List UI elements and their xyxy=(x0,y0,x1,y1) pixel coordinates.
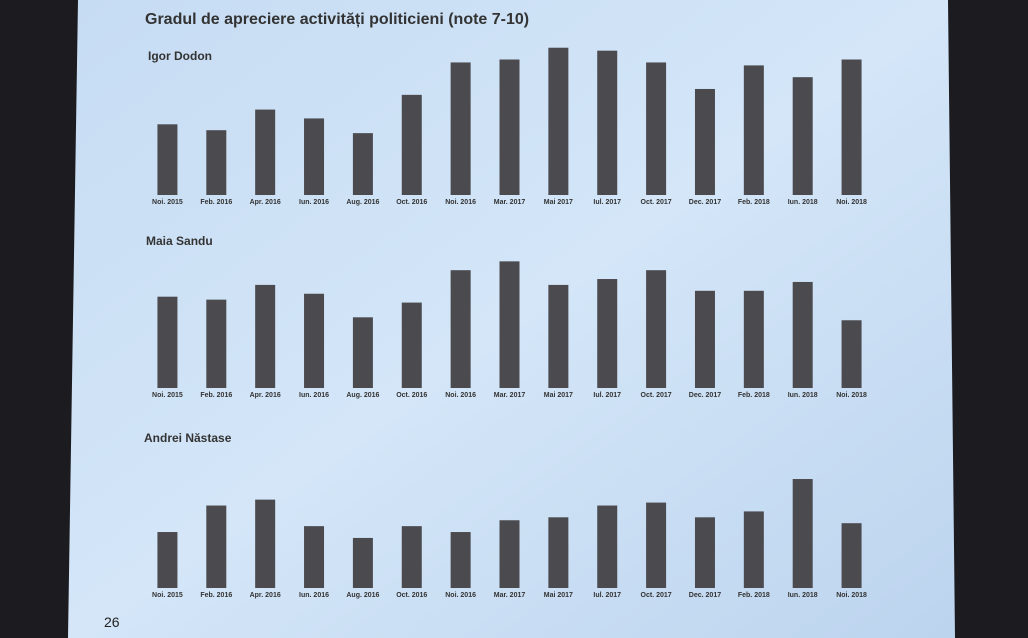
bar xyxy=(694,290,715,388)
bar xyxy=(304,118,325,195)
bar xyxy=(597,505,618,588)
x-tick-label: Noi. 2015 xyxy=(152,392,183,399)
bar xyxy=(304,526,325,588)
x-tick-label: Iul. 2017 xyxy=(593,592,621,599)
x-tick-label: Apr. 2016 xyxy=(250,199,281,206)
x-tick-label: Feb. 2018 xyxy=(738,392,770,399)
x-tick-label: Noi. 2018 xyxy=(836,592,867,599)
bar xyxy=(646,62,667,195)
bar xyxy=(694,88,715,195)
bar xyxy=(157,296,178,388)
x-tick-label: Apr. 2016 xyxy=(250,592,281,599)
chart-title: Andrei Năstase xyxy=(144,431,232,445)
bar xyxy=(352,537,373,588)
bar xyxy=(255,284,276,388)
x-tick-label: Iun. 2018 xyxy=(788,199,818,206)
bar xyxy=(743,290,764,388)
x-tick-label: Mai 2017 xyxy=(544,592,573,599)
bar xyxy=(450,532,471,588)
bar xyxy=(352,133,373,195)
x-tick-label: Oct. 2016 xyxy=(396,199,427,206)
x-tick-label: Oct. 2017 xyxy=(641,592,672,599)
x-tick-label: Mai 2017 xyxy=(544,199,573,206)
x-tick-label: Aug. 2016 xyxy=(346,392,379,399)
x-tick-label: Oct. 2016 xyxy=(396,592,427,599)
x-tick-label: Feb. 2018 xyxy=(738,592,770,599)
x-tick-label: Iul. 2017 xyxy=(593,199,621,206)
x-tick-label: Oct. 2017 xyxy=(641,392,672,399)
bar xyxy=(401,302,422,388)
bar xyxy=(352,317,373,388)
bar xyxy=(597,50,618,195)
bar xyxy=(792,77,813,195)
x-tick-label: Iun. 2016 xyxy=(299,199,329,206)
bar xyxy=(841,59,862,195)
bar xyxy=(646,502,667,588)
x-tick-label: Mai 2017 xyxy=(544,392,573,399)
bar xyxy=(548,284,569,388)
bar xyxy=(597,279,618,388)
bar xyxy=(450,270,471,388)
bar xyxy=(499,261,520,388)
x-tick-label: Aug. 2016 xyxy=(346,199,379,206)
x-tick-label: Noi. 2016 xyxy=(445,592,476,599)
x-tick-label: Aug. 2016 xyxy=(346,592,379,599)
x-tick-label: Iun. 2018 xyxy=(788,592,818,599)
chart-title: Maia Sandu xyxy=(146,234,213,248)
bar xyxy=(792,479,813,588)
bar xyxy=(255,109,276,195)
x-tick-label: Noi. 2015 xyxy=(152,199,183,206)
x-tick-label: Apr. 2016 xyxy=(250,392,281,399)
x-tick-label: Feb. 2018 xyxy=(738,199,770,206)
bar xyxy=(499,59,520,195)
chart-title: Igor Dodon xyxy=(148,49,212,63)
bar xyxy=(206,299,227,388)
bar xyxy=(157,532,178,588)
bar xyxy=(548,47,569,196)
x-tick-label: Feb. 2016 xyxy=(200,392,232,399)
bar xyxy=(304,293,325,388)
x-tick-label: Dec. 2017 xyxy=(689,199,721,206)
x-tick-label: Mar. 2017 xyxy=(494,592,526,599)
bar xyxy=(548,517,569,588)
bar xyxy=(694,517,715,588)
bar xyxy=(646,270,667,388)
x-tick-label: Noi. 2015 xyxy=(152,592,183,599)
x-tick-label: Feb. 2016 xyxy=(200,199,232,206)
page-number: 26 xyxy=(104,614,120,630)
x-tick-label: Mar. 2017 xyxy=(494,392,526,399)
bar xyxy=(499,520,520,588)
bar xyxy=(401,526,422,588)
x-tick-label: Noi. 2018 xyxy=(836,392,867,399)
bar xyxy=(206,505,227,588)
x-tick-label: Iun. 2016 xyxy=(299,592,329,599)
bar xyxy=(206,130,227,195)
x-tick-label: Oct. 2016 xyxy=(396,392,427,399)
x-tick-label: Iul. 2017 xyxy=(593,392,621,399)
x-tick-label: Mar. 2017 xyxy=(494,199,526,206)
bar xyxy=(743,65,764,196)
x-tick-label: Iun. 2018 xyxy=(788,392,818,399)
x-tick-label: Dec. 2017 xyxy=(689,592,721,599)
x-tick-label: Dec. 2017 xyxy=(689,392,721,399)
bar xyxy=(841,320,862,388)
x-tick-label: Noi. 2018 xyxy=(836,199,867,206)
bar xyxy=(743,511,764,588)
x-tick-label: Noi. 2016 xyxy=(445,392,476,399)
x-tick-label: Iun. 2016 xyxy=(299,392,329,399)
bar xyxy=(255,499,276,588)
bar xyxy=(401,94,422,195)
bar xyxy=(450,62,471,195)
bar xyxy=(792,281,813,388)
x-tick-label: Feb. 2016 xyxy=(200,592,232,599)
bar xyxy=(841,523,862,588)
x-tick-label: Noi. 2016 xyxy=(445,199,476,206)
slide-title: Gradul de apreciere activități politicie… xyxy=(145,11,529,28)
x-tick-label: Oct. 2017 xyxy=(641,199,672,206)
bar xyxy=(157,124,178,195)
